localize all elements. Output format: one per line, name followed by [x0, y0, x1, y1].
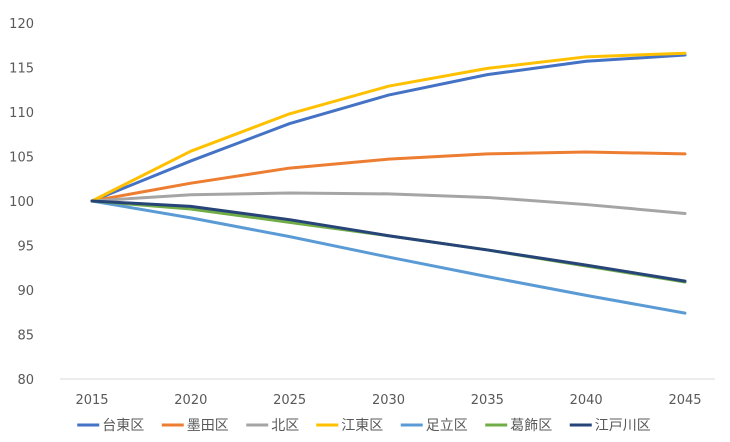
legend-item: 台東区	[77, 418, 144, 434]
y-tick-label: 115	[9, 62, 34, 77]
series-line	[90, 53, 687, 203]
y-tick-label: 105	[9, 151, 34, 166]
series-lines	[90, 51, 687, 315]
legend-label: 足立区	[426, 418, 468, 434]
legend-item: 墨田区	[161, 418, 229, 434]
y-tick-label: 90	[17, 284, 34, 299]
legend-label: 江戸川区	[595, 418, 651, 434]
legend-label: 葛飾区	[510, 418, 552, 434]
legend-label: 墨田区	[187, 418, 229, 434]
legend-label: 台東区	[102, 418, 144, 434]
legend-item: 北区	[246, 418, 299, 434]
x-tick-label: 2045	[668, 393, 701, 408]
series-line	[90, 199, 687, 284]
y-tick-label: 85	[17, 329, 34, 344]
legend-item: 江東区	[316, 418, 383, 434]
y-tick-label: 120	[9, 17, 34, 32]
y-tick-label: 95	[17, 240, 34, 255]
x-tick-label: 2025	[273, 393, 306, 408]
y-tick-label: 110	[9, 106, 34, 121]
legend-label: 江東区	[341, 418, 383, 434]
series-line	[90, 199, 687, 283]
legend: 台東区 墨田区 北区 江東区 足立区 葛飾区 江戸川区	[77, 418, 651, 434]
series-line	[90, 51, 687, 203]
legend-item: 江戸川区	[569, 418, 651, 434]
y-axis-ticks: 80 85 90 95 100 105 110 115 120	[9, 17, 34, 388]
series-line	[90, 199, 687, 315]
x-tick-label: 2035	[471, 393, 504, 408]
y-tick-label: 100	[9, 195, 34, 210]
x-tick-label: 2030	[372, 393, 405, 408]
series-line	[90, 191, 687, 215]
x-tick-label: 2020	[174, 393, 207, 408]
x-tick-label: 2015	[75, 393, 108, 408]
legend-item: 足立区	[400, 418, 468, 434]
legend-item: 葛飾区	[485, 418, 552, 434]
x-axis-ticks: 2015 2020 2025 2030 2035 2040 2045	[75, 393, 701, 408]
series-line	[90, 150, 687, 203]
legend-label: 北区	[271, 418, 299, 434]
x-tick-label: 2040	[570, 393, 603, 408]
y-tick-label: 80	[17, 373, 34, 388]
